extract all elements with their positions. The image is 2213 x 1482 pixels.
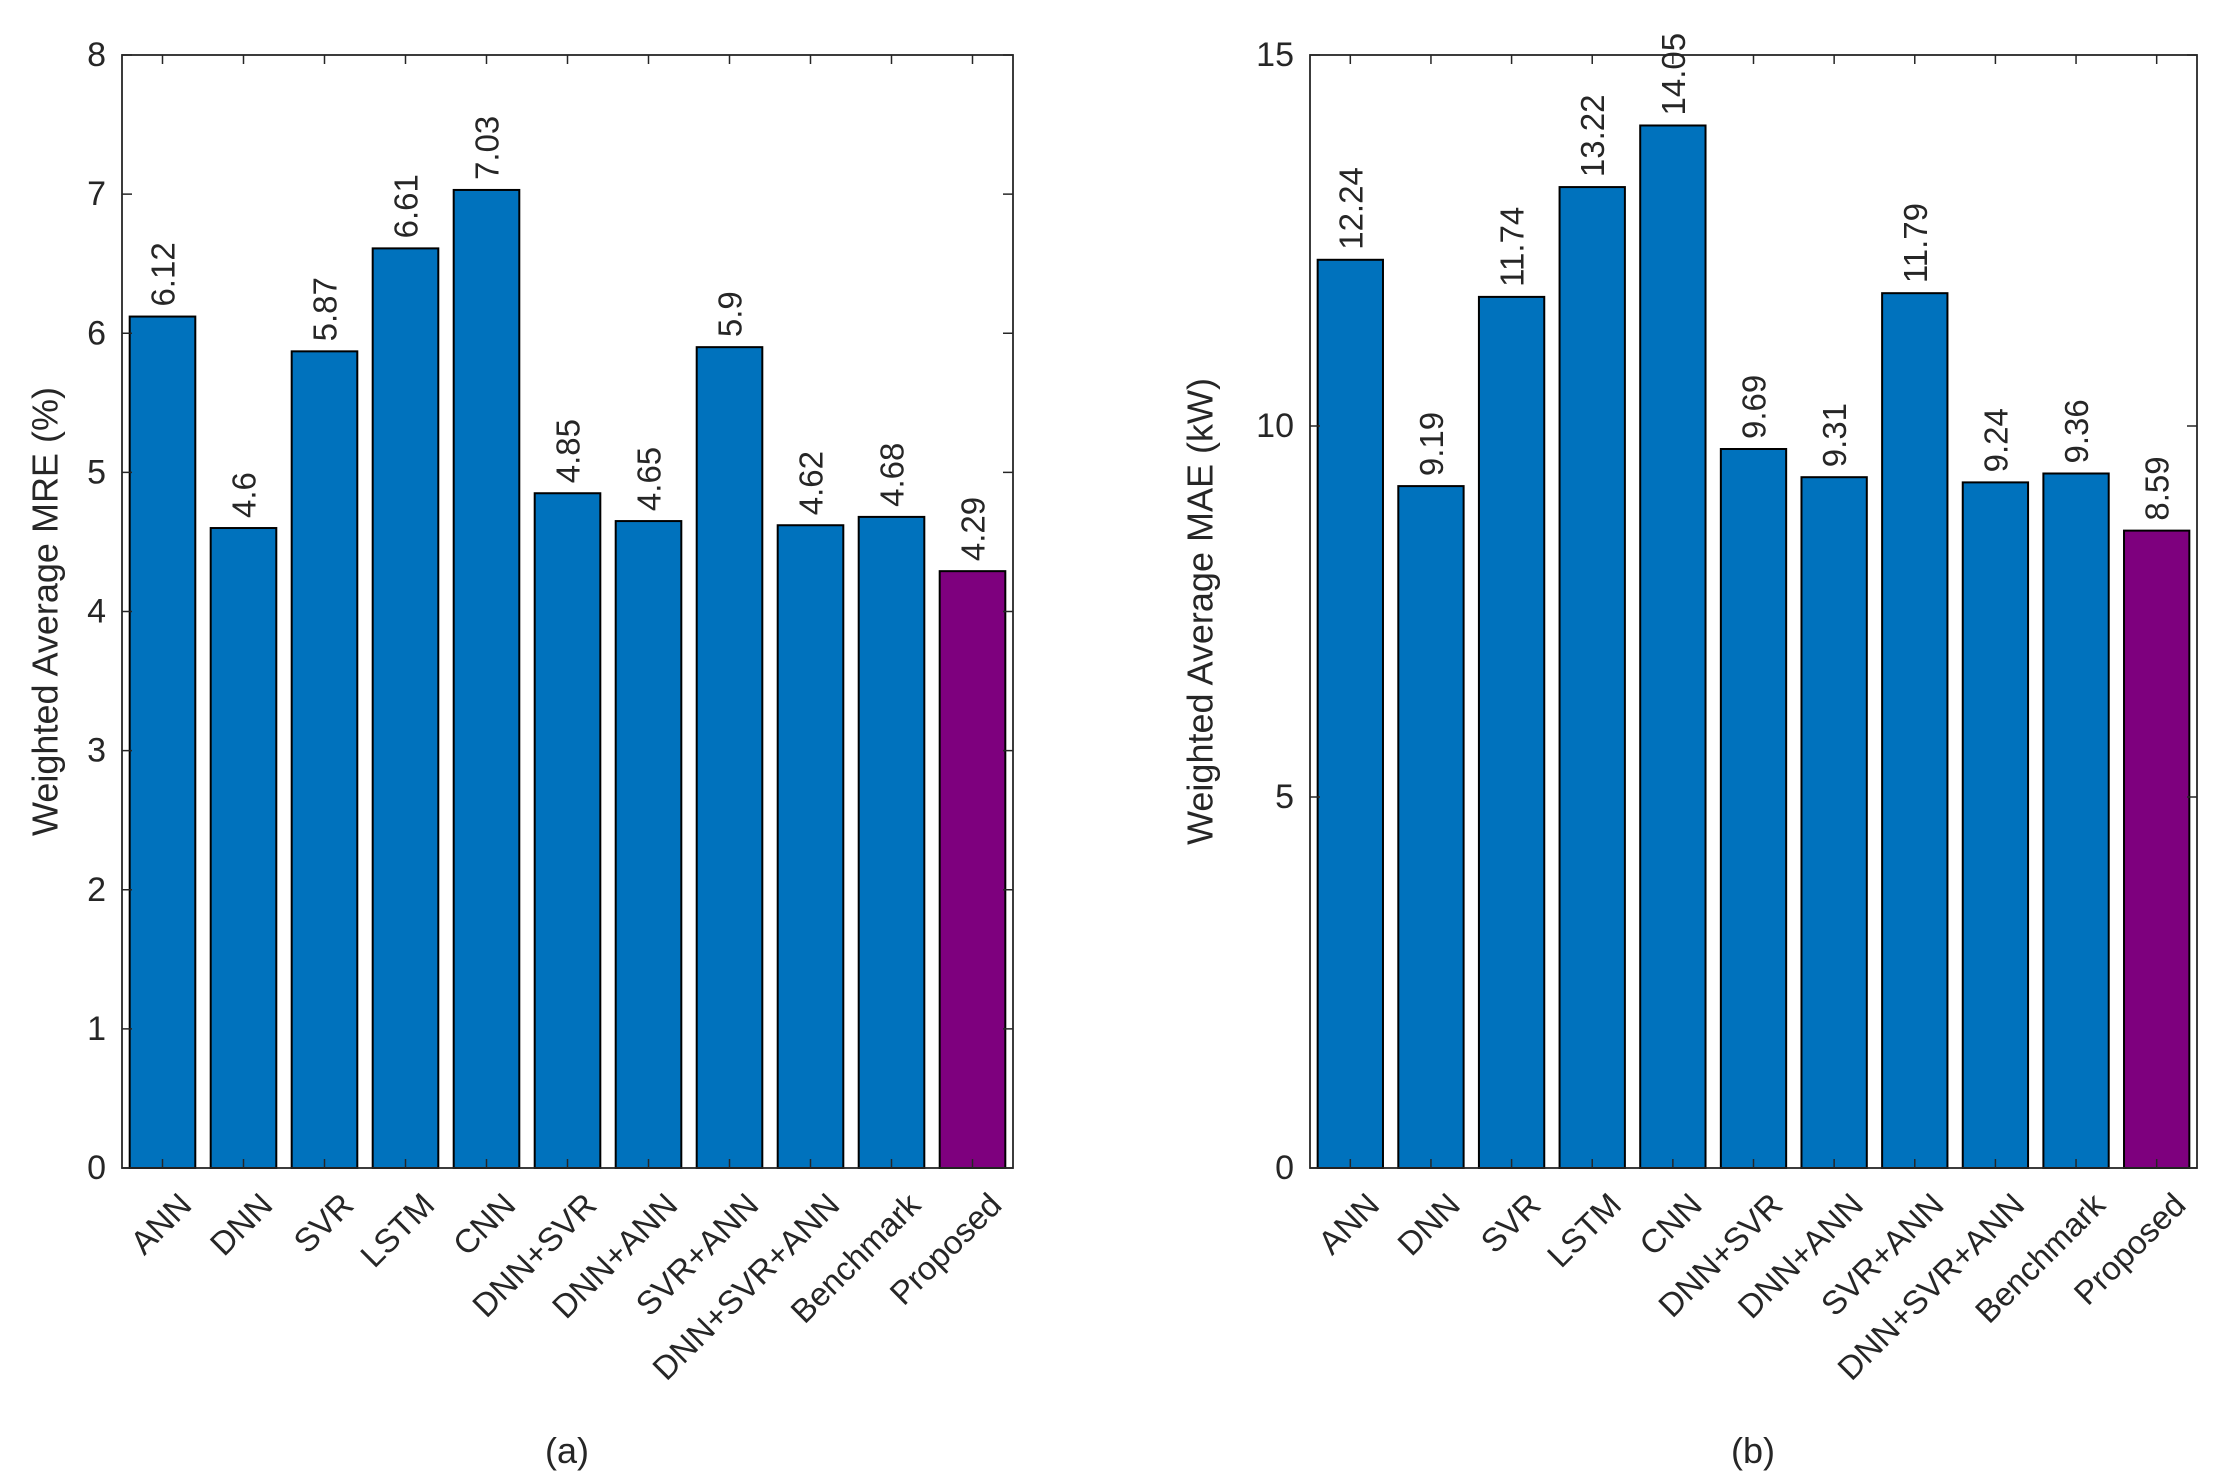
y-tick-label-b: 15: [1256, 36, 1294, 74]
value-label-b-lstm: 13.22: [1574, 94, 1611, 177]
value-label-a-proposed: 4.29: [955, 497, 992, 561]
bar-b-ann: [1316, 258, 1384, 1170]
axes-box-a: [121, 54, 1014, 1169]
bar-b-lstm: [1558, 186, 1626, 1169]
value-label-b-ann: 12.24: [1332, 167, 1369, 250]
chart-b-mae: 12.24ANN9.19DNN11.74SVR13.22LSTM14.05CNN…: [1180, 33, 2198, 1471]
bar-a-proposed: [938, 570, 1007, 1169]
y-axis-title-b: Weighted Average MAE (kW): [1180, 378, 1221, 845]
y-tick-label-a: 5: [87, 453, 106, 491]
value-label-a-ann: 6.12: [145, 242, 182, 306]
y-tick-label-b: 0: [1275, 1149, 1294, 1187]
value-label-a-cnn: 7.03: [469, 116, 506, 180]
value-label-a-svr: 5.87: [307, 277, 344, 341]
y-axis-title-a: Weighted Average MRE (%): [25, 387, 66, 836]
value-label-a-dnn-plus-svr-plus-ann: 4.62: [793, 451, 830, 515]
category-label-a-lstm: LSTM: [353, 1186, 441, 1274]
bar-a-dnn-plus-svr: [533, 492, 602, 1169]
y-tick-label-a: 7: [87, 175, 106, 213]
bar-b-dnn: [1397, 485, 1465, 1170]
category-label-b-svr: SVR: [1473, 1186, 1547, 1260]
bar-b-svr: [1477, 295, 1546, 1169]
bar-b-benchmark: [2042, 472, 2110, 1169]
value-label-b-proposed: 8.59: [2139, 456, 2176, 520]
bar-a-dnn-plus-ann: [614, 520, 683, 1169]
value-label-b-svr-plus-ann: 11.79: [1897, 203, 1934, 283]
value-label-b-dnn-plus-svr: 9.69: [1736, 375, 1773, 439]
value-label-a-benchmark: 4.68: [874, 443, 911, 507]
bar-b-dnn-plus-ann: [1800, 476, 1868, 1169]
category-label-a-ann: ANN: [123, 1186, 198, 1261]
value-label-a-svr-plus-ann: 5.9: [712, 291, 749, 337]
axes-box-b: [1309, 54, 2198, 1169]
bar-b-dnn-plus-svr: [1719, 448, 1788, 1169]
bar-a-benchmark: [857, 515, 926, 1169]
bar-a-dnn: [209, 527, 278, 1169]
value-label-a-lstm: 6.61: [388, 174, 425, 238]
y-tick-label-b: 10: [1256, 407, 1294, 445]
category-label-b-dnn: DNN: [1390, 1186, 1467, 1263]
y-tick-label-a: 3: [87, 732, 106, 770]
bar-a-lstm: [371, 247, 440, 1169]
y-tick-label-a: 4: [87, 593, 106, 631]
value-label-a-dnn: 4.6: [226, 472, 263, 518]
bar-b-dnn-plus-svr-plus-ann: [1961, 481, 2030, 1169]
y-tick-label-a: 6: [87, 314, 106, 352]
value-label-b-cnn: 14.05: [1655, 33, 1692, 116]
value-label-b-dnn-plus-ann: 9.31: [1816, 403, 1853, 467]
category-label-b-ann: ANN: [1311, 1186, 1386, 1261]
y-tick-label-a: 1: [87, 1010, 106, 1048]
value-label-a-dnn-plus-ann: 4.65: [631, 447, 668, 511]
value-label-b-dnn-plus-svr-plus-ann: 9.24: [1977, 408, 2014, 472]
value-label-a-dnn-plus-svr: 4.85: [550, 419, 587, 483]
bar-b-svr-plus-ann: [1881, 292, 1949, 1169]
bar-b-cnn: [1639, 124, 1707, 1170]
chart-a-mre: 6.12ANN4.6DNN5.87SVR6.61LSTM7.03CNN4.85D…: [25, 36, 1014, 1471]
caption-a: (a): [545, 1430, 589, 1471]
bar-a-ann: [128, 315, 197, 1169]
bar-b-proposed: [2123, 529, 2191, 1169]
bar-a-cnn: [452, 188, 521, 1169]
y-tick-label-a: 0: [87, 1149, 106, 1187]
y-tick-label-b: 5: [1275, 778, 1294, 816]
bar-a-dnn-plus-svr-plus-ann: [776, 524, 845, 1169]
bar-a-svr-plus-ann: [695, 346, 764, 1170]
y-tick-label-a: 2: [87, 871, 106, 909]
bar-a-svr: [290, 350, 359, 1169]
category-label-a-svr: SVR: [286, 1186, 360, 1260]
value-label-b-dnn: 9.19: [1413, 412, 1450, 476]
y-tick-label-a: 8: [87, 36, 106, 74]
category-label-b-lstm: LSTM: [1540, 1186, 1628, 1274]
value-label-b-svr: 11.74: [1494, 207, 1531, 287]
caption-b: (b): [1731, 1430, 1775, 1471]
value-label-b-benchmark: 9.36: [2058, 399, 2095, 463]
category-label-a-dnn: DNN: [203, 1186, 280, 1263]
